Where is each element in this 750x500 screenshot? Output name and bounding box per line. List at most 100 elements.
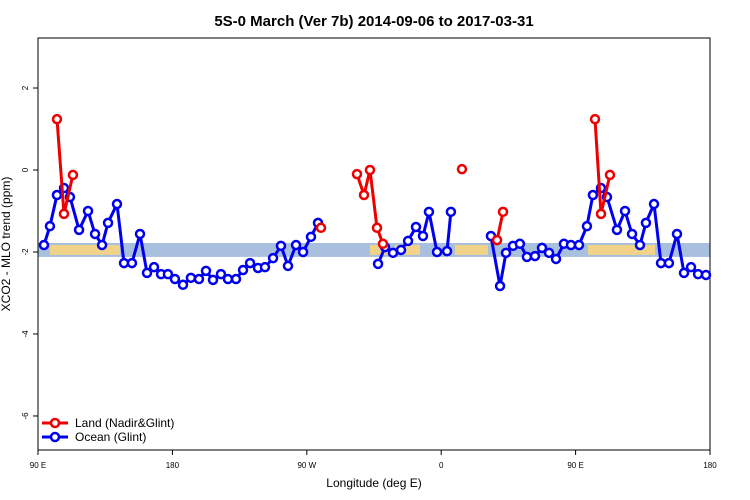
data-point xyxy=(207,274,219,286)
data-point xyxy=(456,163,468,175)
y-tick-label: 2 xyxy=(21,85,30,90)
y-tick-label: -2 xyxy=(21,248,30,256)
data-point xyxy=(244,257,256,269)
x-tick-label: 0 xyxy=(439,461,444,470)
y-axis-label: XCO2 - MLO trend (ppm) xyxy=(0,177,13,312)
data-point xyxy=(222,273,234,285)
data-point xyxy=(573,239,585,251)
data-point xyxy=(305,231,317,243)
data-point xyxy=(38,239,50,251)
data-point xyxy=(102,217,114,229)
data-point xyxy=(589,113,601,125)
x-tick-label: 90 E xyxy=(30,461,46,470)
data-point xyxy=(89,228,101,240)
data-point xyxy=(162,268,174,280)
data-point xyxy=(514,238,526,250)
x-tick-label: 180 xyxy=(166,461,180,470)
data-point xyxy=(134,228,146,240)
data-point xyxy=(678,267,690,279)
data-point xyxy=(237,264,249,276)
data-point xyxy=(587,189,599,201)
land-band xyxy=(454,244,488,255)
data-point xyxy=(441,245,453,257)
data-point xyxy=(536,242,548,254)
data-point xyxy=(497,206,509,218)
data-point xyxy=(111,198,123,210)
data-point xyxy=(491,234,503,246)
data-point xyxy=(626,228,638,240)
data-point xyxy=(640,217,652,229)
data-point xyxy=(671,228,683,240)
data-point xyxy=(82,205,94,217)
x-tick-label: 90 W xyxy=(297,461,316,470)
data-point xyxy=(417,230,429,242)
data-point xyxy=(126,257,138,269)
land-band xyxy=(369,244,389,255)
data-point xyxy=(543,247,555,259)
x-tick-label: 180 xyxy=(703,461,717,470)
data-point xyxy=(200,265,212,277)
data-point xyxy=(387,247,399,259)
data-point xyxy=(663,257,675,269)
data-point xyxy=(58,208,70,220)
data-point xyxy=(230,273,242,285)
data-point xyxy=(148,261,160,273)
data-point xyxy=(290,239,302,251)
data-point xyxy=(177,279,189,291)
land-band xyxy=(49,244,120,255)
data-point xyxy=(96,239,108,251)
series-line xyxy=(55,119,612,245)
data-point xyxy=(315,222,327,234)
data-point xyxy=(494,280,506,292)
data-point xyxy=(611,224,623,236)
data-point xyxy=(634,239,646,251)
data-point xyxy=(581,220,593,232)
data-point xyxy=(51,113,63,125)
data-point xyxy=(445,206,457,218)
data-point xyxy=(685,261,697,273)
data-point xyxy=(521,251,533,263)
data-point xyxy=(358,189,370,201)
legend-label: Ocean (Glint) xyxy=(75,430,146,444)
data-point xyxy=(297,246,309,258)
data-point xyxy=(351,168,363,180)
plot-frame xyxy=(37,37,711,451)
data-point xyxy=(371,222,383,234)
data-point xyxy=(431,246,443,258)
y-tick-label: -4 xyxy=(21,330,30,338)
y-tick-label: 0 xyxy=(21,167,30,172)
data-point xyxy=(595,208,607,220)
data-point xyxy=(267,252,279,264)
x-axis-label: Longitude (deg E) xyxy=(326,476,421,490)
data-point xyxy=(215,268,227,280)
data-point xyxy=(141,267,153,279)
data-point xyxy=(395,244,407,256)
data-point xyxy=(423,206,435,218)
data-point xyxy=(648,198,660,210)
legend-marker xyxy=(49,431,61,443)
data-point xyxy=(44,220,56,232)
data-point xyxy=(377,238,389,250)
legend-label: Land (Nadir&Glint) xyxy=(75,416,174,430)
data-point xyxy=(550,253,562,265)
data-point xyxy=(259,261,271,273)
data-point xyxy=(372,258,384,270)
legend-marker xyxy=(49,417,61,429)
data-point xyxy=(619,205,631,217)
data-point xyxy=(51,189,63,201)
data-point xyxy=(700,269,712,281)
land-band xyxy=(395,244,420,255)
data-point xyxy=(402,235,414,247)
data-point xyxy=(193,273,205,285)
land-band xyxy=(587,244,656,255)
data-point xyxy=(275,240,287,252)
data-point xyxy=(500,247,512,259)
data-point xyxy=(364,164,376,176)
data-point xyxy=(169,273,181,285)
x-tick-label: 90 E xyxy=(567,461,583,470)
data-point xyxy=(73,224,85,236)
data-point xyxy=(67,169,79,181)
y-tick-label: -6 xyxy=(21,412,30,420)
data-point xyxy=(282,260,294,272)
